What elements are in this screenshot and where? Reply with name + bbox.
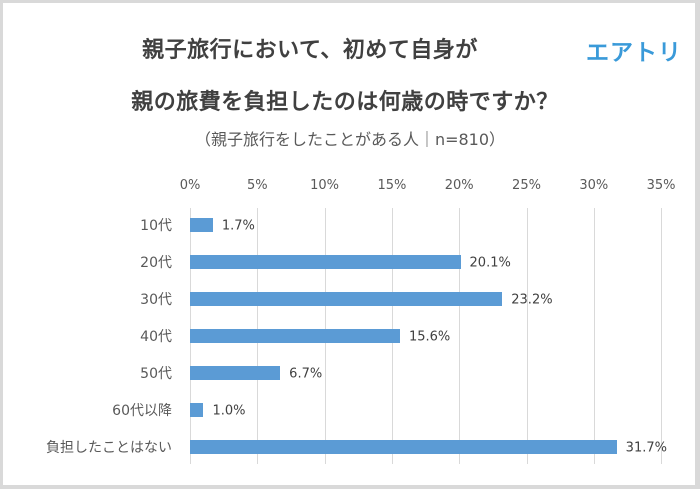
gridline xyxy=(459,208,461,464)
value-label: 31.7% xyxy=(625,440,667,456)
x-tick-label: 5% xyxy=(246,178,268,193)
x-tick-label: 25% xyxy=(512,178,541,193)
chart-subtitle: （親子旅行をしたことがある人｜n=810） xyxy=(194,130,506,149)
brand-logo: エアトリ xyxy=(586,40,682,66)
category-label: 40代 xyxy=(140,329,172,345)
value-label: 23.2% xyxy=(511,292,553,308)
category-label: 20代 xyxy=(140,255,172,271)
value-label: 15.6% xyxy=(408,329,451,345)
x-tick-label: 0% xyxy=(179,178,201,193)
category-label: 10代 xyxy=(140,218,172,234)
value-label: 20.1% xyxy=(469,255,511,271)
x-tick-label: 20% xyxy=(444,178,474,193)
value-label: 1.7% xyxy=(221,218,255,234)
bar xyxy=(190,403,204,417)
x-tick-label: 35% xyxy=(646,178,676,193)
value-label: 6.7% xyxy=(289,366,323,382)
bar xyxy=(190,366,281,380)
chart-card xyxy=(3,3,695,485)
gridline xyxy=(661,208,663,464)
bar xyxy=(190,292,503,306)
gridline xyxy=(593,208,595,464)
chart-title-line2: 親の旅費を負担したのは何歳の時ですか？ xyxy=(131,90,559,115)
category-label: 負担したことはない xyxy=(46,440,172,456)
category-label: 60代以降 xyxy=(112,403,172,419)
bar xyxy=(190,255,461,269)
value-label: 1.0% xyxy=(212,403,246,419)
bar xyxy=(190,440,617,454)
bar xyxy=(190,218,213,232)
x-tick-label: 30% xyxy=(579,178,609,193)
x-tick-label: 15% xyxy=(377,178,407,193)
chart-title-line1: 親子旅行において、初めて自身が xyxy=(142,38,478,63)
x-tick-label: 10% xyxy=(310,178,340,193)
bar xyxy=(190,329,400,343)
gridline xyxy=(526,208,528,464)
category-label: 30代 xyxy=(140,292,172,308)
category-label: 50代 xyxy=(140,366,172,382)
